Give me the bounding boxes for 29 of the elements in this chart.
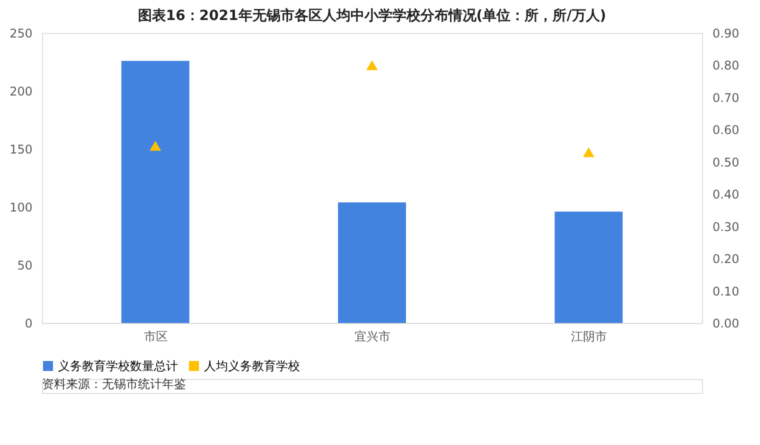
y2-tick-label: 0.90 [712, 26, 740, 40]
y2-tick-label: 0.20 [712, 252, 740, 266]
y-tick-label: 100 [10, 200, 32, 214]
x-tick-label: 市区 [144, 330, 168, 344]
x-tick-label: 宜兴市 [354, 330, 390, 344]
point [150, 140, 162, 151]
bar [554, 212, 623, 323]
y2-tick-label: 0.10 [712, 284, 740, 298]
y-tick-label: 150 [10, 142, 32, 156]
text: 资料来源：无锡市统计年鉴 [42, 377, 186, 391]
y-tick-label: 250 [10, 26, 32, 40]
legend-label: 义务教育学校数量总计 [58, 359, 178, 373]
legend-label: 人均义务教育学校 [204, 359, 300, 373]
y2-tick-label: 0.80 [712, 58, 740, 73]
y2-tick-label: 0.30 [712, 220, 740, 234]
bar [121, 60, 190, 323]
y-tick-label: 50 [17, 258, 32, 272]
y2-tick-label: 0.50 [712, 155, 740, 170]
y-tick-label: 0 [24, 316, 32, 330]
y2-tick-label: 0.60 [712, 123, 740, 138]
x-tick-label: 江阴市 [571, 330, 608, 344]
y2-tick-label: 0.00 [712, 316, 740, 330]
point [582, 147, 594, 158]
y-tick-label: 200 [10, 84, 32, 98]
point [366, 60, 378, 70]
bar [338, 202, 406, 323]
y2-tick-label: 0.70 [712, 90, 740, 105]
y2-tick-label: 0.40 [712, 188, 740, 202]
chart-title: 图表16：2021年无锡市各区人均中小学学校分布情况(单位：所，所/万人) [138, 7, 606, 24]
